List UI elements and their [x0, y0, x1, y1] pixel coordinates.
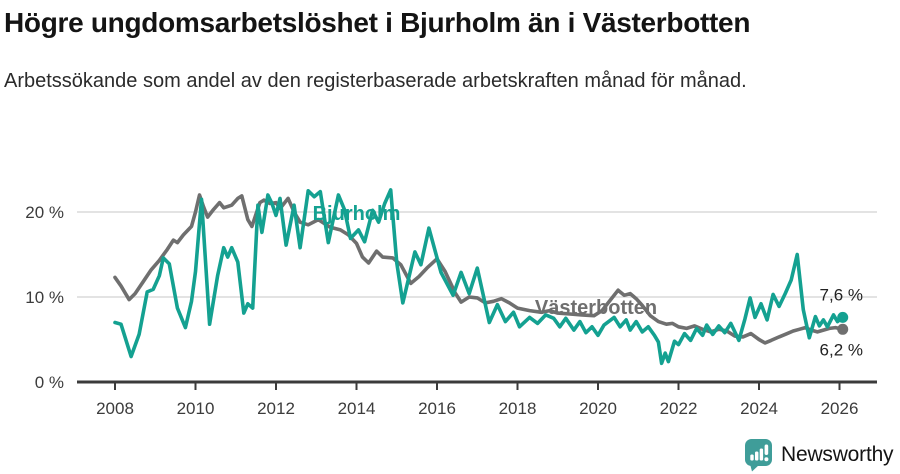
x-tick-label-2018: 2018: [499, 399, 537, 418]
x-tick-label-2022: 2022: [660, 399, 698, 418]
series-end-dot-vsterbotten: [837, 323, 849, 335]
chart-subtitle: Arbetssökande som andel av den registerb…: [4, 70, 747, 92]
series-line-bjurholm: [113, 188, 845, 366]
end-value-label-vsterbotten: 6,2 %: [820, 340, 863, 359]
x-tick-label-2014: 2014: [338, 399, 376, 418]
x-tick-label-2008: 2008: [96, 399, 134, 418]
series-line-vsterbotten: [113, 193, 845, 345]
x-tick-label-2012: 2012: [257, 399, 295, 418]
chart-title: Högre ungdomsarbetslöshet i Bjurholm än …: [4, 7, 751, 38]
y-tick-label-20: 20 %: [25, 203, 64, 222]
series-labels: Västerbotten Bjurholm: [313, 203, 658, 319]
end-value-labels: 6,2 % 7,6 %: [820, 285, 863, 359]
x-tick-label-2026: 2026: [821, 399, 859, 418]
series-label-vsterbotten: Västerbotten: [535, 297, 657, 319]
series-end-dots: [837, 311, 849, 335]
newsworthy-logo-icon: [745, 439, 772, 472]
x-axis: [77, 380, 877, 390]
brand-name: Newsworthy: [781, 443, 894, 466]
newsworthy-brand-link[interactable]: Newsworthy: [744, 438, 896, 472]
x-tick-label-2020: 2020: [579, 399, 617, 418]
series-label-bjurholm: Bjurholm: [313, 203, 401, 225]
x-tick-label-2016: 2016: [418, 399, 456, 418]
series-lines: [113, 188, 845, 366]
x-tick-label-2024: 2024: [740, 399, 778, 418]
y-tick-label-0: 0 %: [35, 373, 64, 392]
x-tick-label-2010: 2010: [177, 399, 215, 418]
end-value-label-bjurholm: 7,6 %: [820, 285, 863, 304]
y-tick-label-10: 10 %: [25, 288, 64, 307]
x-axis-labels: 2008 2010 2012 2014 2016 2018 2020 2022 2024 2026: [96, 399, 858, 418]
series-end-dot-bjurholm: [837, 311, 849, 323]
y-axis-labels: 0 % 10 % 20 %: [25, 203, 64, 392]
